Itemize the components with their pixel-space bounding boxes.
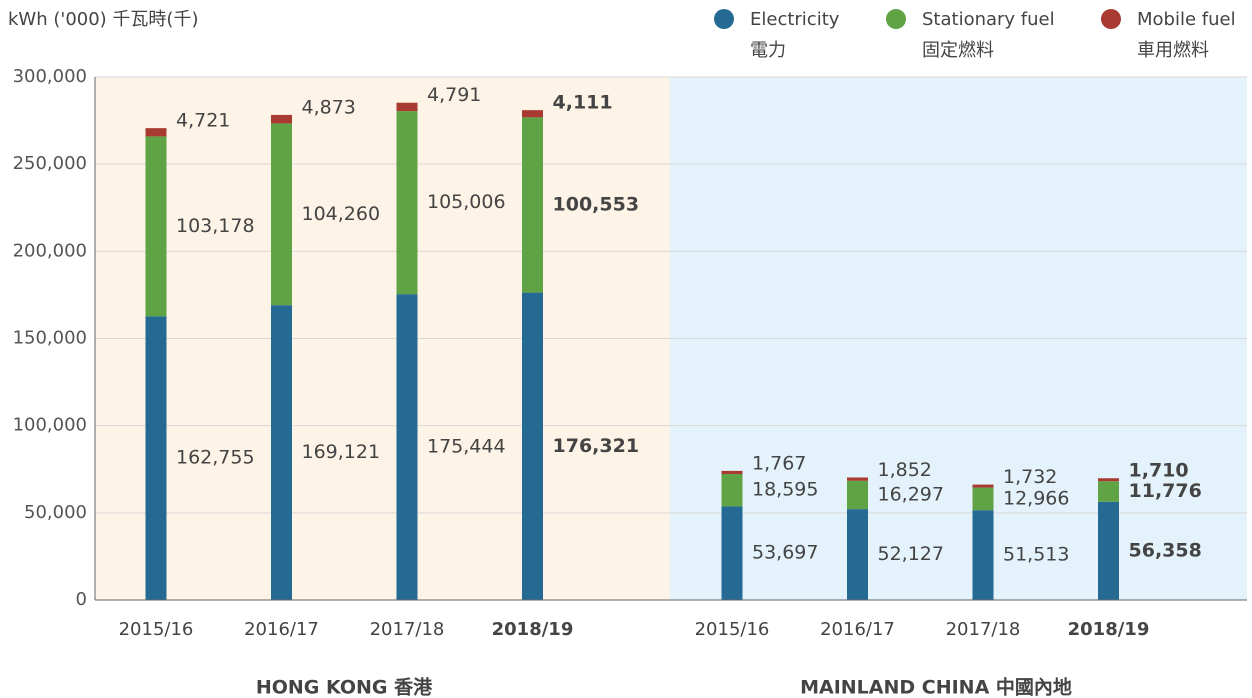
x-tick-label: 2017/18 <box>370 619 445 640</box>
bar-segment <box>396 111 418 295</box>
bar-segment <box>847 509 868 600</box>
data-label: 100,553 <box>553 193 640 215</box>
x-tick-label: 2015/16 <box>119 619 194 640</box>
legend-swatch <box>886 9 906 29</box>
bar-segment <box>145 316 167 600</box>
y-tick-label: 150,000 <box>13 328 87 349</box>
bar-segment <box>1098 478 1119 482</box>
bar-segment <box>522 292 543 600</box>
x-tick-label: 2015/16 <box>695 619 770 640</box>
data-label: 175,444 <box>427 436 506 458</box>
bar-segment <box>522 110 543 118</box>
data-label: 4,873 <box>302 96 356 118</box>
bar-segment <box>847 480 868 510</box>
legend-label-zh: 電力 <box>750 40 786 61</box>
bar-segment <box>396 102 418 112</box>
y-axis-label: kWh ('000) 千瓦時(千) <box>8 9 198 30</box>
legend-label: Electricity <box>750 9 840 30</box>
group-label: MAINLAND CHINA 中國內地 <box>800 676 1072 698</box>
bar-segment <box>972 484 994 488</box>
group-label: HONG KONG 香港 <box>256 677 433 698</box>
bars <box>145 102 1119 600</box>
data-label: 1,732 <box>1003 466 1057 488</box>
data-label: 53,697 <box>752 542 818 564</box>
x-tick-label: 2017/18 <box>946 619 1021 640</box>
x-tick-label: 2018/19 <box>1068 619 1150 640</box>
data-label: 162,755 <box>176 447 255 469</box>
legend-label-zh: 車用燃料 <box>1137 40 1209 61</box>
bar-segment <box>145 136 167 317</box>
bar-segment <box>396 294 418 600</box>
data-label: 16,297 <box>878 483 944 505</box>
bar-segment <box>145 128 167 137</box>
bar-segment <box>1098 481 1119 502</box>
y-tick-label: 0 <box>76 589 87 610</box>
data-label: 12,966 <box>1003 487 1069 509</box>
legend-label: Stationary fuel <box>922 9 1055 30</box>
data-label: 4,791 <box>427 84 481 106</box>
y-tick-label: 50,000 <box>24 502 87 523</box>
data-label: 1,767 <box>752 452 806 474</box>
data-label: 104,260 <box>302 203 381 225</box>
legend-swatch <box>1101 9 1121 29</box>
bar-segment <box>271 123 292 306</box>
x-tick-label: 2016/17 <box>244 619 319 640</box>
bar-segment <box>271 305 292 600</box>
data-label: 1,852 <box>878 459 932 481</box>
x-tick-label: 2018/19 <box>492 619 574 640</box>
data-label: 105,006 <box>427 191 506 213</box>
bar-segment <box>972 487 994 511</box>
data-label: 18,595 <box>752 479 818 501</box>
data-label: 56,358 <box>1129 539 1202 561</box>
data-label: 4,111 <box>553 92 613 114</box>
bar-segment <box>721 470 743 474</box>
bar-segment <box>271 114 292 124</box>
bar-segment <box>721 473 743 507</box>
data-label: 51,513 <box>1003 544 1069 566</box>
data-label: 4,721 <box>176 110 230 132</box>
legend-label-zh: 固定燃料 <box>922 40 994 61</box>
legend-label: Mobile fuel <box>1137 9 1236 30</box>
x-tick-label: 2016/17 <box>820 619 895 640</box>
legend-swatch <box>714 9 734 29</box>
y-tick-label: 100,000 <box>13 415 87 436</box>
data-label: 11,776 <box>1129 480 1202 502</box>
bar-segment <box>847 477 868 481</box>
bar-segment <box>1098 501 1119 600</box>
y-tick-label: 300,000 <box>13 66 87 87</box>
bar-segment <box>972 510 994 600</box>
bar-segment <box>721 506 743 600</box>
data-label: 1,710 <box>1129 460 1189 482</box>
data-label: 52,127 <box>878 543 944 565</box>
y-tick-label: 250,000 <box>13 153 87 174</box>
data-label: 176,321 <box>553 435 640 457</box>
data-label: 103,178 <box>176 215 255 237</box>
bar-segment <box>522 117 543 293</box>
data-label: 169,121 <box>302 441 381 463</box>
y-tick-label: 200,000 <box>13 240 87 261</box>
